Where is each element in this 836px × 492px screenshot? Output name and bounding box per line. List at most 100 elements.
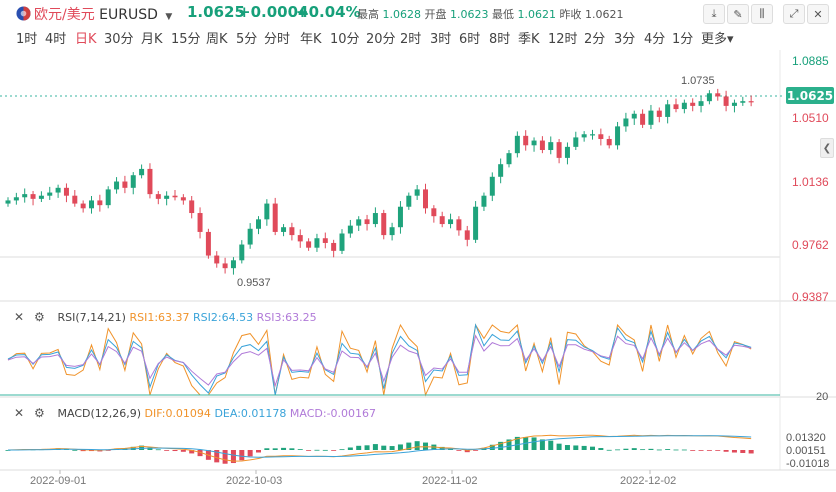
macd-bar bbox=[673, 449, 679, 451]
macd-bar bbox=[414, 441, 420, 450]
candle-settings-icon[interactable]: ⫼ bbox=[751, 4, 773, 24]
macd-bar bbox=[105, 450, 111, 451]
candle-body bbox=[55, 187, 61, 193]
candle-body bbox=[473, 206, 479, 240]
macd-bar bbox=[397, 444, 403, 450]
period-tab-9[interactable]: 年K bbox=[300, 32, 322, 47]
period-tab-0[interactable]: 1时 bbox=[16, 32, 38, 47]
period-tab-19[interactable]: 3分 bbox=[614, 32, 636, 47]
macd-bar bbox=[306, 450, 312, 451]
macd-bar bbox=[506, 439, 512, 450]
close-icon[interactable]: ✕ bbox=[14, 406, 25, 420]
candle-body bbox=[631, 113, 637, 119]
period-tab-3[interactable]: 30分 bbox=[104, 32, 134, 47]
candle-body bbox=[406, 195, 412, 207]
macd-bar bbox=[464, 450, 470, 453]
macd-bar bbox=[314, 449, 320, 451]
period-tab-1[interactable]: 4时 bbox=[45, 32, 67, 47]
period-tab-2[interactable]: 日K bbox=[75, 32, 97, 47]
candle-body bbox=[731, 102, 737, 106]
candle-body bbox=[172, 195, 178, 198]
period-tab-6[interactable]: 周K bbox=[206, 32, 228, 47]
macd-bar bbox=[289, 448, 295, 450]
period-tab-15[interactable]: 8时 bbox=[489, 32, 511, 47]
period-tabs: 1时 4时 日K 30分 月K 15分 周K 5分 分时 年K 10分 20分 2时 3时 6时 8时 季K 12… bbox=[0, 26, 836, 48]
candle-body bbox=[97, 200, 103, 206]
pencil-icon[interactable]: ✎ bbox=[727, 4, 749, 24]
macd-bar bbox=[372, 444, 378, 450]
candle-body bbox=[539, 140, 545, 151]
candle-body bbox=[481, 195, 487, 207]
candle-body bbox=[656, 110, 662, 117]
close-icon[interactable]: ✕ bbox=[807, 4, 829, 24]
candle-body bbox=[506, 153, 512, 165]
candle-body bbox=[306, 241, 312, 248]
macd-bar bbox=[139, 445, 145, 450]
candle-body bbox=[439, 216, 445, 225]
period-tab-20[interactable]: 4分 bbox=[644, 32, 666, 47]
candle-body bbox=[606, 138, 612, 146]
chevron-left-icon[interactable]: ❮ bbox=[820, 138, 834, 158]
period-tab-22[interactable]: 更多▾ bbox=[701, 32, 734, 47]
rsi-title: RSI(7,14,21) bbox=[57, 311, 126, 324]
candle-body bbox=[364, 219, 370, 225]
period-tab-7[interactable]: 5分 bbox=[236, 32, 258, 47]
macd-bar bbox=[665, 449, 671, 450]
macd-bar bbox=[197, 450, 203, 457]
period-tab-8[interactable]: 分时 bbox=[264, 32, 291, 47]
price-axis-label: 0.9762 bbox=[792, 238, 829, 252]
candle-body bbox=[22, 194, 28, 198]
candle-body bbox=[681, 102, 687, 110]
candle-body bbox=[531, 140, 537, 146]
candle-body bbox=[155, 194, 161, 199]
period-tab-10[interactable]: 10分 bbox=[330, 32, 360, 47]
kline-chart[interactable]: 1.0885 1.0510 1.0136 0.9762 0.9387 1.0735 0.95… bbox=[0, 48, 836, 492]
draw-line-icon[interactable]: ⤓ bbox=[703, 4, 725, 24]
period-tab-11[interactable]: 20分 bbox=[366, 32, 396, 47]
macd-bar bbox=[239, 450, 245, 461]
macd-bar bbox=[615, 449, 621, 451]
period-tab-12[interactable]: 2时 bbox=[400, 32, 422, 47]
period-tab-16[interactable]: 季K bbox=[518, 32, 540, 47]
candle-body bbox=[556, 142, 562, 158]
candle-body bbox=[464, 230, 470, 240]
candle-body bbox=[147, 168, 153, 195]
period-tab-4[interactable]: 月K bbox=[141, 32, 163, 47]
gear-icon[interactable]: ⚙ bbox=[34, 406, 45, 420]
macd-bar bbox=[172, 450, 178, 452]
price-axis-label: 1.0510 bbox=[792, 111, 829, 125]
expand-icon[interactable]: ⤢ bbox=[783, 4, 805, 24]
period-tab-21[interactable]: 1分 bbox=[672, 32, 694, 47]
candle-body bbox=[523, 135, 529, 146]
candle-body bbox=[205, 231, 211, 256]
macd-dea: DEA:0.01178 bbox=[214, 407, 287, 420]
macd-bar bbox=[89, 450, 94, 452]
macd-bar bbox=[406, 442, 412, 450]
candle-body bbox=[289, 227, 295, 236]
candle-body bbox=[431, 208, 437, 217]
candle-body bbox=[715, 93, 721, 97]
low-value: 1.0621 bbox=[517, 8, 557, 21]
candle-body bbox=[573, 137, 579, 147]
rsi3-value: RSI3:63.25 bbox=[256, 311, 317, 324]
candle-body bbox=[13, 197, 19, 201]
macd-bar bbox=[256, 450, 261, 453]
candle-body bbox=[214, 255, 220, 264]
candle-body bbox=[105, 189, 111, 206]
macd-bar bbox=[606, 449, 612, 451]
macd-legend: ✕ ⚙ MACD(12,26,9) DIF:0.01094 DEA:0.01178… bbox=[14, 406, 376, 420]
period-tab-18[interactable]: 2分 bbox=[584, 32, 606, 47]
period-tab-14[interactable]: 6时 bbox=[459, 32, 481, 47]
macd-bar bbox=[356, 445, 362, 450]
candle-body bbox=[314, 238, 320, 248]
gear-icon[interactable]: ⚙ bbox=[34, 310, 45, 324]
price-axis-label: 1.0885 bbox=[792, 54, 829, 68]
symbol-selector[interactable]: 欧元/美元 EURUSD ▼ bbox=[34, 4, 172, 24]
close-icon[interactable]: ✕ bbox=[14, 310, 25, 324]
candle-body bbox=[89, 200, 94, 209]
period-tab-13[interactable]: 3时 bbox=[430, 32, 452, 47]
macd-bar bbox=[147, 447, 153, 450]
period-tab-5[interactable]: 15分 bbox=[171, 32, 201, 47]
candle-body bbox=[297, 235, 303, 242]
period-tab-17[interactable]: 12时 bbox=[548, 32, 578, 47]
